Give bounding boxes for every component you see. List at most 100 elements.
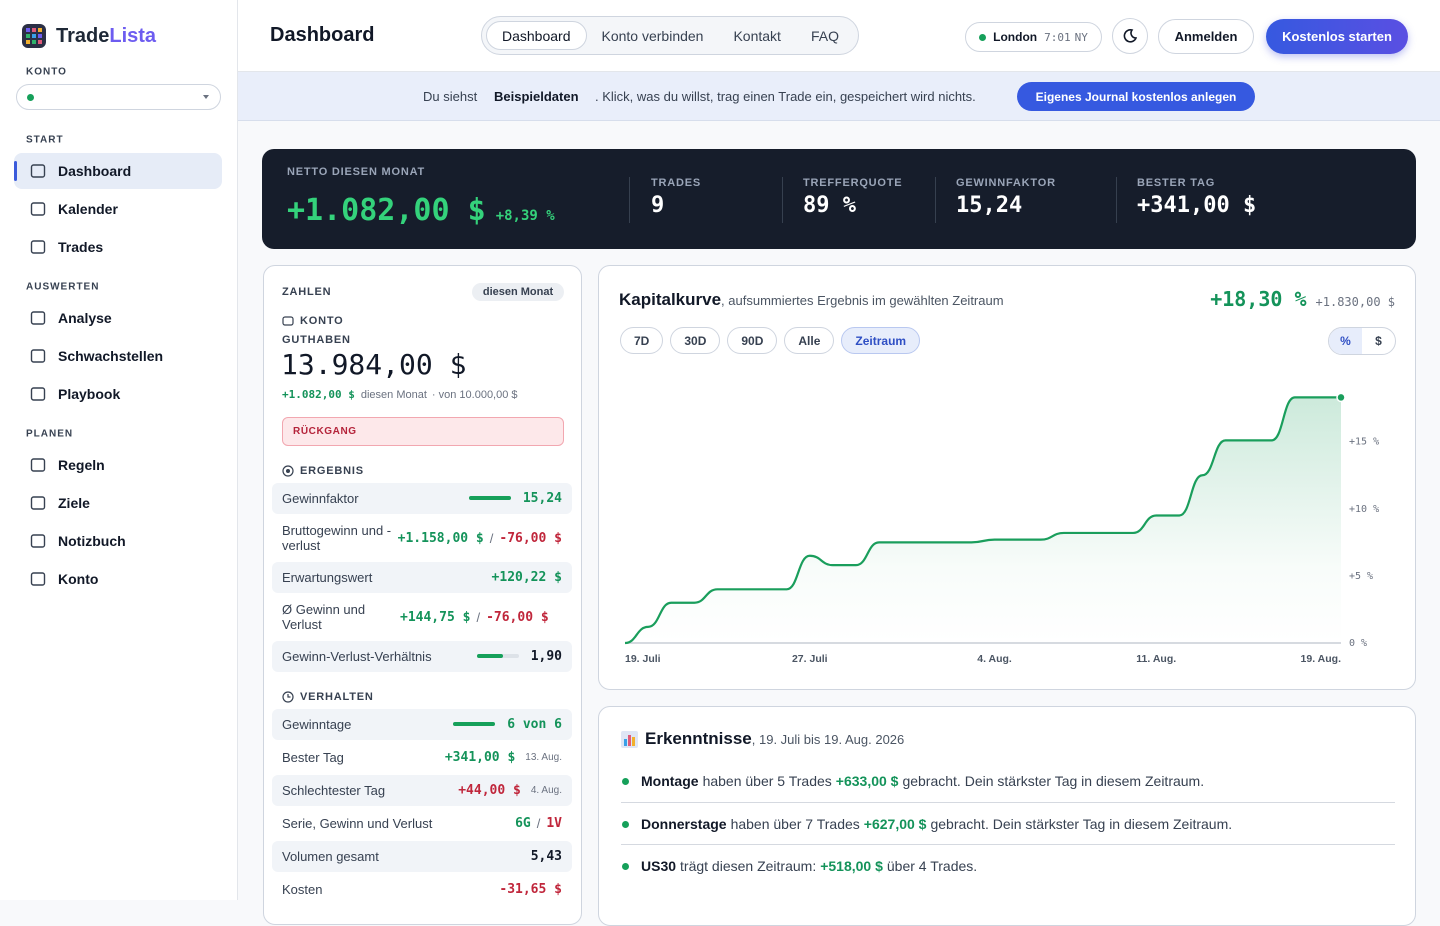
row-value: +1.158,00 $ bbox=[397, 530, 484, 546]
stat-label: BESTER TAG bbox=[1137, 177, 1216, 189]
sidebar: TradeLista KONTO START Dashboard Kalender T… bbox=[0, 0, 238, 900]
rect bbox=[32, 40, 36, 44]
account-label: KONTO bbox=[26, 66, 67, 78]
rect bbox=[38, 40, 42, 44]
rect bbox=[26, 28, 30, 32]
stat-value: +341,00 $ bbox=[1137, 193, 1257, 218]
nav-icon bbox=[30, 311, 46, 325]
nav-icon bbox=[30, 458, 46, 472]
nav-tab[interactable]: Kontakt bbox=[733, 27, 781, 44]
insight-text: haben über 5 Trades bbox=[702, 773, 832, 789]
path bbox=[203, 95, 209, 99]
row-value: -76,00 $ bbox=[499, 530, 562, 546]
balance: 13.984,00 $ bbox=[281, 348, 467, 381]
rect bbox=[26, 34, 30, 38]
stat-row: Bester Tag +341,00 $ 13. Aug. bbox=[272, 742, 572, 773]
stat-label: TRADES bbox=[651, 177, 702, 189]
stat-value: 89 % bbox=[803, 193, 856, 218]
row-value: 6 von 6 bbox=[507, 716, 562, 732]
clock: London 7:01 NY bbox=[965, 22, 1102, 52]
unit-button[interactable]: $ bbox=[1375, 334, 1382, 348]
chart-subtitle: , aufsummiertes Ergebnis im gewählten Ze… bbox=[721, 293, 1004, 308]
theme-toggle[interactable] bbox=[1112, 18, 1148, 54]
nav-section-title: START bbox=[26, 134, 64, 146]
total-percent: +18,30 % bbox=[1210, 287, 1307, 311]
nav-tab[interactable]: Konto verbinden bbox=[601, 27, 704, 44]
unit-button[interactable]: % bbox=[1329, 328, 1362, 354]
range-button[interactable]: 90D bbox=[727, 327, 778, 354]
stat-row: Schlechtester Tag +44,00 $ 4. Aug. bbox=[272, 774, 572, 806]
demo-banner: Du siehst Beispieldaten . Klick, was du … bbox=[238, 72, 1440, 121]
row-value: +144,75 $ bbox=[400, 609, 471, 625]
login-button[interactable]: Anmelden bbox=[1158, 19, 1254, 54]
nav-item[interactable]: Trades bbox=[14, 229, 222, 265]
cta-button[interactable]: Kostenlos starten bbox=[1266, 19, 1408, 54]
row-label: Volumen gesamt bbox=[282, 848, 379, 864]
row-label: Bester Tag bbox=[282, 749, 344, 765]
insight-subject: Montage bbox=[641, 773, 699, 789]
row-value: -31,65 $ bbox=[499, 881, 562, 897]
circle bbox=[282, 691, 294, 703]
net-percent: +8,39 % bbox=[495, 208, 555, 224]
banner-button[interactable]: Eigenes Journal kostenlos anlegen bbox=[1017, 82, 1255, 111]
nav-item[interactable]: Ziele bbox=[14, 485, 222, 521]
range-button[interactable]: Zeitraum bbox=[841, 327, 921, 354]
nav-tab[interactable]: Dashboard bbox=[486, 21, 587, 50]
icon-shape bbox=[30, 534, 46, 548]
stat-row: Bruttogewinn und -verlust +1.158,00 $ / -76… bbox=[272, 519, 572, 557]
section-heading: VERHALTEN bbox=[300, 691, 374, 703]
mini-bar bbox=[453, 722, 496, 726]
nav-item[interactable]: Kalender bbox=[14, 191, 222, 227]
nav-item[interactable]: Notizbuch bbox=[14, 523, 222, 559]
banner-bold: Beispieldaten bbox=[494, 89, 579, 104]
row-value: 1,90 bbox=[530, 648, 562, 664]
section-heading: KONTO bbox=[300, 315, 344, 327]
rect bbox=[632, 737, 635, 746]
nav-label: Ziele bbox=[58, 495, 90, 511]
nav-item[interactable]: Konto bbox=[14, 561, 222, 597]
stat-divider bbox=[935, 177, 936, 223]
rect bbox=[628, 735, 631, 746]
icon-shape bbox=[30, 349, 46, 363]
insight-amount: +627,00 $ bbox=[863, 816, 927, 832]
range-button[interactable]: Alle bbox=[784, 327, 835, 354]
equity-card: Kapitalkurve , aufsummiertes Ergebnis im… bbox=[598, 265, 1416, 690]
rect bbox=[282, 316, 294, 326]
account-select[interactable] bbox=[16, 84, 221, 110]
summary-card: NETTO DIESEN MONAT +1.082,00 $ +8,39 % T… bbox=[262, 149, 1416, 249]
row-separator: / bbox=[536, 815, 541, 831]
insight-text: trägt diesen Zeitraum: bbox=[680, 858, 817, 874]
circle bbox=[282, 465, 294, 477]
brand: TradeLista bbox=[56, 24, 156, 48]
nav-item[interactable]: Dashboard bbox=[14, 153, 222, 189]
nav-item[interactable]: Regeln bbox=[14, 447, 222, 483]
range-button[interactable]: 7D bbox=[620, 327, 664, 354]
nav-icon bbox=[30, 349, 46, 363]
chart-icon bbox=[621, 731, 638, 748]
stat-row: Volumen gesamt 5,43 bbox=[272, 840, 572, 872]
moon-icon bbox=[1123, 29, 1137, 43]
nav-section-title: PLANEN bbox=[26, 428, 74, 440]
chart-heading: Kapitalkurve , aufsummiertes Ergebnis im… bbox=[619, 290, 1004, 310]
row-label: Serie, Gewinn und Verlust bbox=[282, 815, 433, 831]
nav-icon bbox=[30, 572, 46, 586]
nav-item[interactable]: Analyse bbox=[14, 300, 222, 336]
insight-subject: Donnerstage bbox=[641, 816, 727, 832]
nav-tab[interactable]: FAQ bbox=[810, 27, 839, 44]
row-note: 4. Aug. bbox=[530, 784, 562, 796]
nav-item[interactable]: Playbook bbox=[14, 376, 222, 412]
change-value: +1.082,00 $ bbox=[282, 388, 355, 401]
banner-text: Du siehst bbox=[423, 89, 478, 104]
stat-row: Ø Gewinn und Verlust +144,75 $ / -76,00 $ bbox=[272, 602, 572, 633]
clock-time: 7:01 bbox=[1044, 30, 1071, 44]
row-value: -76,00 $ bbox=[486, 609, 549, 625]
brand-name: Lista bbox=[109, 25, 157, 47]
nav-item[interactable]: Schwachstellen bbox=[14, 338, 222, 374]
row-note: 13. Aug. bbox=[525, 751, 562, 763]
nav-label: Playbook bbox=[58, 386, 121, 402]
header: Dashboard Dashboard Konto verbinden Kontak… bbox=[238, 0, 1440, 72]
range-button[interactable]: 30D bbox=[670, 327, 721, 354]
insight: Donnerstage haben über 7 Trades +627,00 $ g… bbox=[621, 815, 1395, 833]
row-value: +341,00 $ bbox=[444, 749, 516, 765]
stat-divider bbox=[1116, 177, 1117, 223]
